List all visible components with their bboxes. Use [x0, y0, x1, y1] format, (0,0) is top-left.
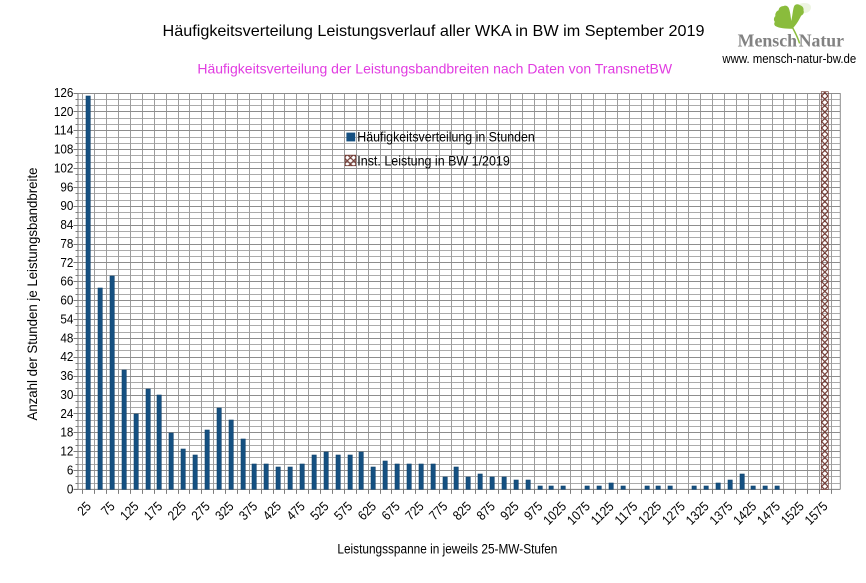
svg-text:6: 6	[67, 462, 74, 477]
svg-text:24: 24	[60, 406, 73, 421]
svg-text:36: 36	[60, 368, 73, 383]
svg-text:108: 108	[54, 142, 74, 157]
svg-text:Natur: Natur	[799, 31, 844, 51]
svg-text:Leistungsspanne in jeweils 25-: Leistungsspanne in jeweils 25-MW-Stufen	[337, 541, 557, 557]
svg-text:126: 126	[54, 85, 74, 100]
svg-text:96: 96	[60, 179, 73, 194]
svg-text:Anzahl der Stunden je Leistung: Anzahl der Stunden je Leistungsbandbreit…	[25, 167, 40, 420]
svg-text:42: 42	[60, 349, 73, 364]
svg-text:18: 18	[60, 425, 73, 440]
svg-text:78: 78	[60, 236, 73, 251]
svg-text:54: 54	[60, 311, 73, 326]
svg-text:Inst. Leistung in BW 1/2019: Inst. Leistung in BW 1/2019	[357, 153, 510, 169]
svg-text:Häufigkeitsverteilung der Leis: Häufigkeitsverteilung der Leistungsbandb…	[197, 61, 673, 77]
svg-text:12: 12	[60, 444, 73, 459]
svg-text:66: 66	[60, 274, 73, 289]
svg-text:Mensch: Mensch	[738, 31, 797, 51]
svg-text:48: 48	[60, 330, 73, 345]
svg-text:102: 102	[54, 161, 74, 176]
svg-text:90: 90	[60, 198, 73, 213]
svg-text:30: 30	[60, 387, 73, 402]
svg-text:60: 60	[60, 293, 73, 308]
svg-text:www. mensch-natur-bw.de: www. mensch-natur-bw.de	[721, 51, 856, 66]
svg-text:72: 72	[60, 255, 73, 270]
svg-text:84: 84	[60, 217, 73, 232]
svg-text:114: 114	[54, 123, 74, 138]
svg-text:Häufigkeitsverteilung Leistung: Häufigkeitsverteilung Leistungsverlauf a…	[163, 22, 705, 40]
svg-text:0: 0	[67, 481, 74, 496]
svg-text:120: 120	[54, 104, 74, 119]
svg-text:Häufigkeitsverteilung in Stund: Häufigkeitsverteilung in Stunden	[357, 128, 535, 144]
